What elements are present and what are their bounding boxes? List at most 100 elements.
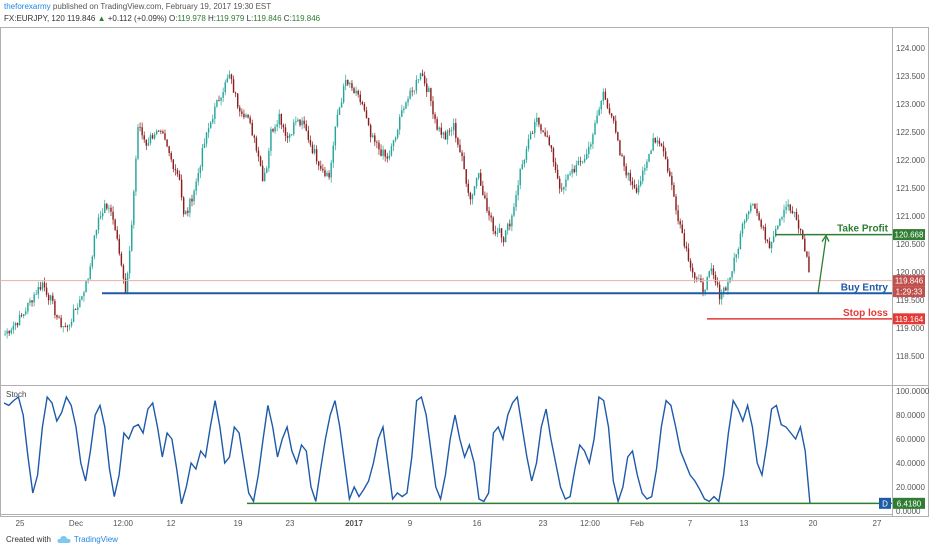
candle-body [710,268,713,272]
candle-body [120,253,123,266]
candle-body [650,150,652,154]
candle-body [79,299,81,308]
candle-body [590,144,592,147]
candle-body [257,150,260,157]
candle-body [432,101,434,115]
candle-body [550,145,553,149]
candle-body [54,300,56,316]
candle-body [41,282,44,290]
candle-body [592,134,594,145]
candle-body [509,223,511,227]
low-label: L: [246,14,254,23]
created-with-text: Created with [6,535,51,544]
countdown-tag [893,286,925,298]
candle-body [480,172,482,186]
candle-body [284,127,287,136]
candle-body [141,127,143,136]
candle-body [789,204,791,211]
candle-body [612,116,615,121]
candle-body [644,168,646,171]
candle-body [355,90,357,94]
candle-body [513,207,515,216]
price-tick-label: 124.000 [896,44,925,53]
candle-body [712,268,715,276]
candle-body [99,216,102,218]
candle-body [453,123,455,131]
candle-body [693,272,696,279]
stop-loss-price: 119.164 [895,315,924,324]
candle-body [756,208,758,214]
candle-body [662,145,665,152]
price-tick-label: 122.500 [896,128,925,137]
last-price-tag [893,275,925,287]
candle-body [16,323,19,326]
candle-body [411,90,413,92]
low-value: 119.846 [253,14,282,23]
candle-body [332,145,334,163]
candle-body [95,229,98,236]
candle-body [517,185,519,196]
candle-body [523,159,526,165]
high-label: H: [208,14,216,23]
tradingview-brand[interactable]: TradingView [73,535,118,544]
time-tick-label: 27 [873,519,882,528]
symbol-info: FX:EURJPY, 120 119.846 ▲ +0.112 (+0.09%)… [4,14,320,23]
stop-loss-label: Stop loss [843,308,888,319]
candle-body [656,140,659,143]
candle-body [558,178,561,189]
candle-body [704,289,706,293]
candle-body [35,294,37,296]
candle-body [29,300,31,303]
candle-body [104,203,106,214]
candle-body [482,185,484,196]
candle-body [118,238,121,254]
candle-body [295,121,297,123]
candle-body [430,88,432,102]
candle-body [328,172,330,178]
candle-body [112,211,114,220]
candle-body [131,224,133,251]
candle-body [534,121,536,134]
candle-body [733,257,735,272]
author-link[interactable]: theforexarmy [4,2,51,11]
price-tick-label: 120.000 [896,268,925,277]
candle-body [384,149,386,157]
candle-body [502,237,505,243]
candle-body [621,154,623,157]
candle-body [716,282,719,285]
candles [4,69,810,339]
candle-body [185,210,187,215]
candle-body [585,153,588,159]
candle-body [696,278,698,280]
take-profit-price-tag [893,229,925,241]
candle-body [440,127,443,135]
time-tick-label: Feb [630,519,644,528]
candle-body [243,113,245,118]
candle-body [450,130,453,132]
candle-body [191,198,193,202]
candle-body [781,217,783,220]
candle-body [561,188,563,190]
candle-body [363,104,366,111]
candle-body [720,293,723,300]
candle-body [793,212,796,214]
candle-body [268,150,270,169]
candle-body [799,228,802,231]
candle-body [438,127,440,130]
candle-body [642,170,644,182]
candle-body [610,113,613,117]
candle-body [62,326,64,327]
open-value: 119.978 [177,14,206,23]
candle-body [33,294,35,303]
candle-body [58,317,60,319]
chart-frame [0,27,929,517]
candle-body [525,148,528,160]
candle-body [573,168,575,173]
candle-body [463,156,465,170]
symbol[interactable]: FX:EURJPY, 120 [4,14,65,23]
candle-body [201,148,204,167]
candle-body [604,91,607,100]
candle-body [158,130,160,132]
